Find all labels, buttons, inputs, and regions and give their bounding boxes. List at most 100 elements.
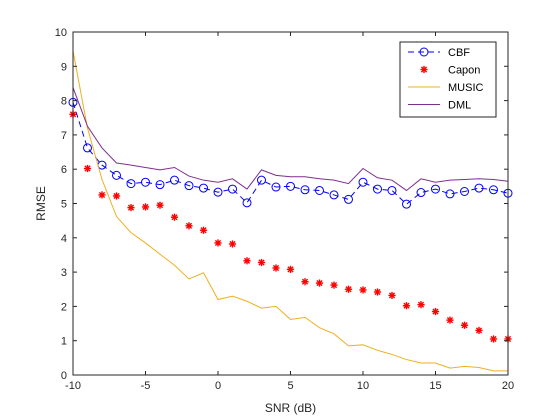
star-stroke: [272, 264, 280, 272]
data-point-capon: [417, 301, 425, 309]
data-point-cbf: [474, 183, 484, 193]
data-point-capon: [257, 258, 266, 267]
data-point-capon: [286, 265, 295, 273]
legend-label-capon: Capon: [448, 65, 480, 77]
data-point-capon: [388, 291, 396, 300]
star-stroke: [113, 192, 120, 200]
data-point-capon: [185, 222, 193, 230]
star-stroke: [287, 266, 294, 273]
data-point-cbf: [257, 175, 266, 185]
star-stroke: [420, 66, 428, 73]
series-dml: [72, 87, 509, 192]
data-point-capon: [446, 316, 454, 324]
data-point-cbf: [228, 184, 237, 194]
data-point-cbf: [387, 185, 397, 195]
series-cbf: [68, 97, 513, 209]
data-point-capon: [199, 226, 208, 234]
data-point-capon: [344, 285, 353, 293]
data-point-capon: [228, 240, 237, 248]
data-point-cbf: [358, 177, 368, 187]
series-line-dml: [72, 87, 509, 192]
star-stroke: [432, 308, 439, 315]
data-point-cbf: [315, 185, 324, 195]
y-tick-label: 3: [61, 267, 67, 279]
x-tick-label: 5: [287, 380, 293, 392]
data-point-cbf: [170, 175, 179, 185]
data-point-capon: [402, 302, 411, 310]
data-point-cbf: [460, 186, 469, 196]
data-point-cbf: [126, 179, 136, 189]
data-point-cbf: [445, 189, 455, 199]
star-stroke: [330, 282, 338, 289]
y-tick-label: 5: [61, 199, 67, 211]
y-tick-label: 1: [61, 336, 67, 348]
data-point-cbf: [242, 198, 252, 208]
data-point-capon: [301, 278, 309, 286]
data-point-capon: [431, 307, 440, 316]
data-point-cbf: [184, 181, 194, 191]
data-point-cbf: [213, 187, 223, 197]
legend-item-cbf: CBF: [408, 47, 470, 59]
star-stroke: [490, 335, 497, 343]
data-point-capon: [460, 321, 469, 329]
data-point-cbf: [402, 199, 411, 209]
y-tick-label: 7: [61, 130, 67, 142]
x-tick-label: 0: [215, 380, 221, 392]
data-point-capon: [214, 239, 222, 247]
legend-label-dml: DML: [448, 100, 471, 112]
data-point-capon: [272, 264, 280, 272]
data-point-cbf: [271, 182, 281, 192]
legend-marker-capon: [420, 65, 428, 74]
star-stroke: [446, 317, 454, 324]
legend-item-capon: Capon: [420, 65, 480, 77]
x-tick-label: -10: [65, 380, 81, 392]
y-tick-label: 10: [55, 27, 67, 39]
data-point-cbf: [199, 183, 208, 193]
star-stroke: [142, 203, 149, 211]
legend-label-cbf: CBF: [448, 47, 470, 59]
legend-label-music: MUSIC: [448, 82, 484, 94]
data-point-cbf: [112, 170, 121, 180]
legend: CBF Capon MUSIC DML: [399, 41, 497, 118]
star-stroke: [171, 214, 178, 221]
data-point-cbf: [329, 190, 339, 200]
x-axis-label: SNR (dB): [265, 401, 316, 415]
x-tick-label: 20: [502, 380, 514, 392]
series-capon: [69, 110, 512, 343]
data-point-capon: [156, 201, 164, 209]
data-point-capon: [475, 326, 483, 335]
axis-ticks: -10 -5 0 5 10 15 20 0 1 2 3 4 5 6 7 8 9 10: [55, 27, 514, 392]
series-line-cbf: [72, 102, 509, 205]
star-stroke: [461, 322, 468, 329]
star-stroke: [374, 288, 381, 296]
star-stroke: [301, 278, 309, 285]
data-point-capon: [141, 203, 150, 211]
legend-item-dml: DML: [408, 100, 471, 112]
data-point-cbf: [141, 177, 150, 187]
data-point-cbf: [344, 194, 353, 204]
data-point-capon: [243, 257, 251, 265]
data-point-capon: [127, 204, 135, 212]
star-stroke: [200, 227, 207, 234]
y-tick-label: 2: [61, 301, 67, 313]
x-tick-label: 15: [429, 380, 441, 392]
data-point-cbf: [155, 180, 165, 190]
star-stroke: [359, 286, 367, 294]
star-stroke: [214, 239, 222, 247]
y-tick-label: 6: [61, 164, 67, 176]
data-point-cbf: [373, 184, 382, 194]
star-stroke: [403, 302, 410, 309]
data-point-capon: [83, 164, 92, 173]
star-stroke: [316, 279, 323, 287]
star-stroke: [417, 301, 425, 308]
star-stroke: [243, 257, 251, 264]
data-point-capon: [98, 191, 106, 199]
star-stroke: [127, 204, 135, 211]
series-layer: [68, 50, 513, 372]
y-tick-label: 8: [61, 96, 67, 108]
data-point-cbf: [83, 143, 92, 153]
data-point-cbf: [431, 184, 440, 194]
y-tick-label: 9: [61, 61, 67, 73]
